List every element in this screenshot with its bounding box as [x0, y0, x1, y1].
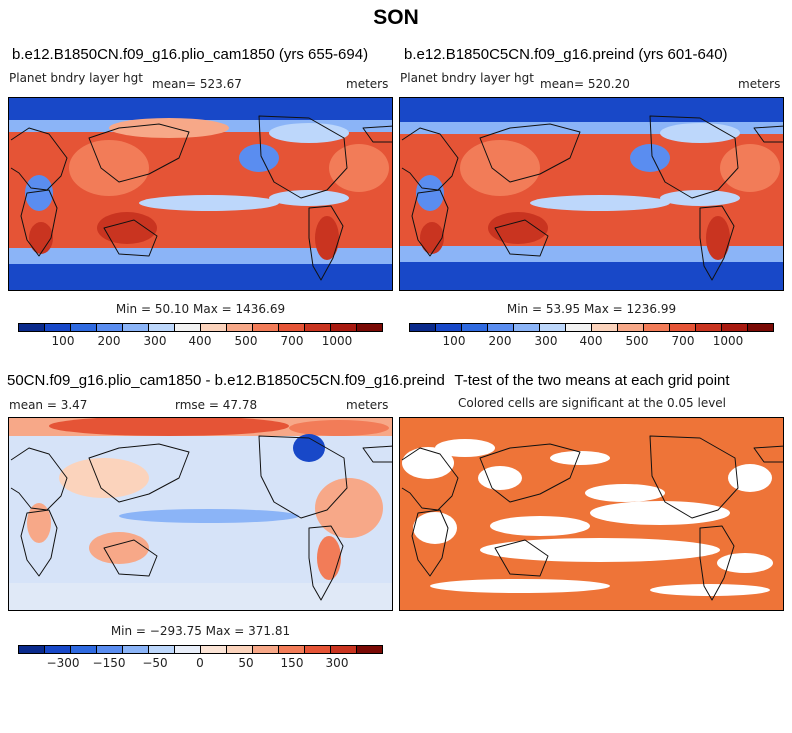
- colorbar-segment: [305, 646, 331, 653]
- panel-tr-mean: mean= 520.20: [540, 77, 630, 91]
- colorbar-segment: [71, 324, 97, 331]
- panel-tr-title: b.e12.B1850C5CN.f09_g16.preind (yrs 601-…: [404, 46, 728, 63]
- colorbar-segment: [227, 646, 253, 653]
- colorbar-bl-tick: 0: [196, 656, 204, 670]
- panel-bl-title: 50CN.f09_g16.plio_cam1850 - b.e12.B1850C…: [7, 372, 445, 389]
- colorbar-segment: [45, 646, 71, 653]
- panel-tr-minmax: Min = 53.95 Max = 1236.99: [506, 302, 677, 316]
- colorbar-tr-tick: 1000: [712, 334, 744, 348]
- colorbar-tr: [409, 323, 774, 332]
- panel-tl-units: meters: [346, 77, 389, 91]
- colorbar-segment: [410, 324, 436, 331]
- panel-tr-units: meters: [738, 77, 781, 91]
- colorbar-segment: [331, 324, 357, 331]
- colorbar-tl-tick: 500: [234, 334, 258, 348]
- colorbar-segment: [149, 646, 175, 653]
- colorbar-segment: [748, 324, 773, 331]
- colorbar-segment: [696, 324, 722, 331]
- colorbar-tr-tick: 200: [488, 334, 512, 348]
- colorbar-tl: [18, 323, 383, 332]
- panel-bl-rmse: rmse = 47.78: [175, 398, 258, 412]
- colorbar-tr-tick: 500: [625, 334, 649, 348]
- map-bl: [8, 417, 393, 611]
- colorbar-tr-tick: 300: [534, 334, 558, 348]
- colorbar-tl-tick: 1000: [321, 334, 353, 348]
- colorbar-segment: [201, 324, 227, 331]
- colorbar-segment: [71, 646, 97, 653]
- colorbar-segment: [670, 324, 696, 331]
- colorbar-segment: [357, 646, 382, 653]
- panel-br-title: T-test of the two means at each grid poi…: [454, 372, 730, 389]
- colorbar-segment: [227, 324, 253, 331]
- colorbar-segment: [175, 646, 201, 653]
- colorbar-segment: [279, 646, 305, 653]
- colorbar-segment: [253, 324, 279, 331]
- colorbar-segment: [201, 646, 227, 653]
- colorbar-segment: [149, 324, 175, 331]
- colorbar-segment: [722, 324, 748, 331]
- panel-tl-mean: mean= 523.67: [152, 77, 242, 91]
- colorbar-bl-tick: 50: [238, 656, 254, 670]
- colorbar-segment: [123, 324, 149, 331]
- colorbar-segment: [19, 324, 45, 331]
- colorbar-segment: [97, 646, 123, 653]
- colorbar-bl-tick: −150: [92, 656, 126, 670]
- colorbar-segment: [618, 324, 644, 331]
- colorbar-segment: [462, 324, 488, 331]
- colorbar-segment: [514, 324, 540, 331]
- colorbar-segment: [644, 324, 670, 331]
- colorbar-tr-tick: 100: [442, 334, 466, 348]
- colorbar-tr-tick: 400: [579, 334, 603, 348]
- panel-bl-units: meters: [346, 398, 389, 412]
- colorbar-segment: [175, 324, 201, 331]
- panel-tr-variable: Planet bndry layer hgt: [400, 71, 534, 85]
- map-tr: [399, 97, 784, 291]
- figure-title: SON: [373, 6, 419, 29]
- panel-tl-title: b.e12.B1850CN.f09_g16.plio_cam1850 (yrs …: [12, 46, 369, 63]
- map-tl: [8, 97, 393, 291]
- colorbar-segment: [592, 324, 618, 331]
- colorbar-bl-tick: 300: [325, 656, 349, 670]
- panel-br-subtitle: Colored cells are significant at the 0.0…: [457, 396, 727, 410]
- colorbar-tl-tick: 700: [280, 334, 304, 348]
- panel-tl-variable: Planet bndry layer hgt: [9, 71, 143, 85]
- colorbar-tl-tick: 400: [188, 334, 212, 348]
- colorbar-segment: [123, 646, 149, 653]
- colorbar-segment: [540, 324, 566, 331]
- colorbar-tl-tick: 300: [143, 334, 167, 348]
- map-br: [399, 417, 784, 611]
- colorbar-segment: [45, 324, 71, 331]
- panel-tl-minmax: Min = 50.10 Max = 1436.69: [115, 302, 286, 316]
- colorbar-segment: [279, 324, 305, 331]
- colorbar-segment: [566, 324, 592, 331]
- colorbar-segment: [253, 646, 279, 653]
- colorbar-segment: [305, 324, 331, 331]
- colorbar-segment: [97, 324, 123, 331]
- colorbar-segment: [331, 646, 357, 653]
- colorbar-bl-tick: −50: [142, 656, 168, 670]
- colorbar-tl-tick: 100: [51, 334, 75, 348]
- panel-bl-mean: mean = 3.47: [9, 398, 88, 412]
- colorbar-tl-tick: 200: [97, 334, 121, 348]
- colorbar-bl-tick: 150: [280, 656, 304, 670]
- colorbar-segment: [488, 324, 514, 331]
- colorbar-segment: [357, 324, 382, 331]
- colorbar-bl-tick: −300: [46, 656, 80, 670]
- colorbar-bl: [18, 645, 383, 654]
- colorbar-tr-tick: 700: [671, 334, 695, 348]
- panel-bl-minmax: Min = −293.75 Max = 371.81: [110, 624, 291, 638]
- colorbar-segment: [19, 646, 45, 653]
- colorbar-segment: [436, 324, 462, 331]
